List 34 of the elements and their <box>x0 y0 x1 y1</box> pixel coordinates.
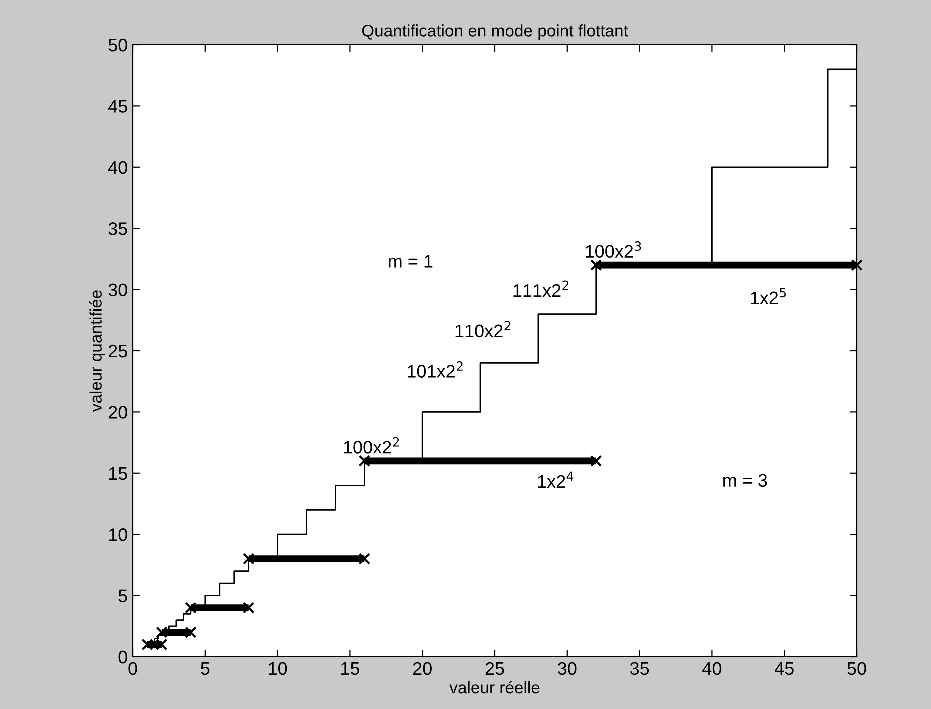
annotation: m = 3 <box>724 474 768 488</box>
x-tick-label: 30 <box>558 662 577 676</box>
x-tick-label: 10 <box>269 662 288 676</box>
y-tick-label: 50 <box>108 38 128 52</box>
x-tick-label: 5 <box>201 662 210 676</box>
y-tick-label: 30 <box>108 284 128 297</box>
y-axis-title: valeur quantifiée <box>90 290 106 412</box>
x-tick-label: 0 <box>128 662 138 676</box>
y-tick-label: 20 <box>108 406 128 419</box>
annotation: 100x2$^{2}$ <box>344 437 400 454</box>
annotation: 1x2$^{4}$ <box>538 472 574 488</box>
x-tick-label: 25 <box>486 662 504 676</box>
y-tick-label: 10 <box>109 528 128 542</box>
x-tick-label: 40 <box>702 662 722 676</box>
chart-title: Quantification en mode point flottant <box>362 24 628 40</box>
y-tick-label: 25 <box>108 344 128 358</box>
annotation: 101x2$^{2}$ <box>408 361 463 378</box>
annotation: 110x2$^{2}$ <box>456 321 511 338</box>
y-tick-label: 15 <box>109 468 128 480</box>
y-tick-label: 0 <box>118 650 128 664</box>
y-tick-label: 40 <box>108 161 128 174</box>
annotation: 1x2$^{5}$ <box>751 288 786 304</box>
x-tick-label: 35 <box>630 662 650 676</box>
annotation: 111x2$^{2}$ <box>514 280 569 298</box>
y-tick-label: 5 <box>118 590 128 603</box>
x-tick-label: 20 <box>413 662 432 676</box>
y-tick-label: 45 <box>108 100 128 113</box>
x-tick-label: 15 <box>342 662 360 676</box>
annotation: m = 1 <box>389 255 433 268</box>
x-tick-label: 50 <box>848 662 866 676</box>
annotation: 100x2$^{3}$ <box>586 242 642 258</box>
x-tick-label: 45 <box>774 662 794 676</box>
y-tick-label: 35 <box>108 222 128 236</box>
x-axis-title: valeur réelle <box>450 681 540 694</box>
